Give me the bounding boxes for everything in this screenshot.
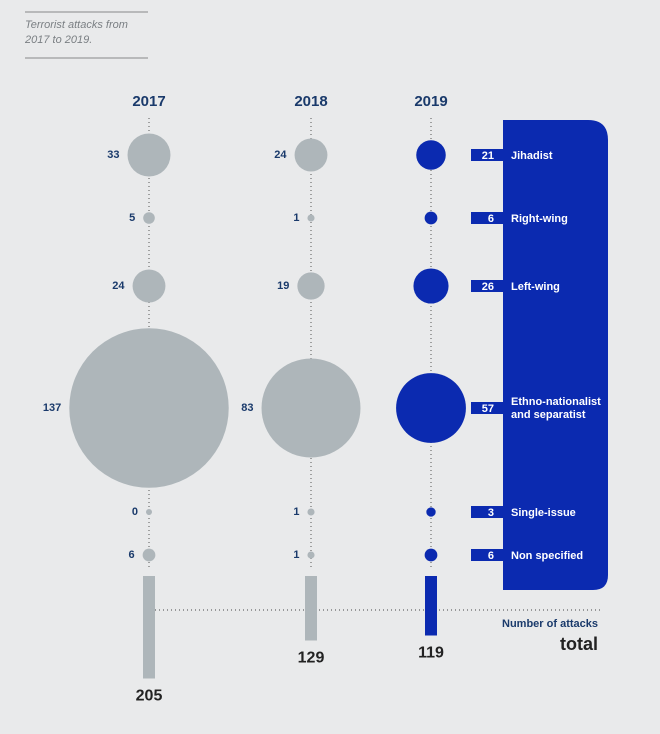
bubble [297,272,325,300]
value-label: 3 [488,507,494,519]
category-wrap: Right-wing [511,204,611,234]
category-label: Jihadist [511,149,553,162]
category-label: Ethno-nationalist and separatist [511,396,601,421]
category-panel [503,120,608,590]
value-label: 24 [112,280,125,292]
value-label: 19 [277,280,289,292]
value-label: 1 [293,506,299,518]
year-label: 2019 [414,93,447,110]
value-label: 57 [482,403,494,415]
value-label: 6 [488,550,494,562]
title-box: Terrorist attacks from 2017 to 2019. [25,19,128,46]
category-wrap: Ethno-nationalist and separatist [511,394,611,424]
bubble [307,214,315,222]
category-label: Left-wing [511,280,560,293]
category-box: Ethno-nationalist and separatist [511,394,611,424]
value-tab [471,149,503,161]
category-label: Single-issue [511,506,576,519]
category-box: Single-issue [511,498,611,528]
value-label: 83 [241,402,253,414]
value-tab [471,549,503,561]
total-value: 205 [136,688,163,705]
value-label: 24 [274,149,287,161]
total-bar [143,576,155,679]
bubble [132,269,166,303]
value-label: 6 [488,213,494,225]
value-tab [471,280,503,292]
value-label: 137 [43,402,61,414]
bubble [307,508,315,516]
category-box: Left-wing [511,272,611,302]
value-label: 0 [132,506,138,518]
total-value: 119 [418,645,444,662]
year-label: 2017 [132,93,165,110]
value-label: 21 [482,150,494,162]
value-label: 1 [293,549,299,561]
bubble [424,211,438,225]
total-value: 129 [298,650,325,667]
bubble [127,133,171,177]
bubble [426,507,436,517]
category-wrap: Jihadist [511,141,611,171]
category-label: Right-wing [511,212,568,225]
category-wrap: Left-wing [511,272,611,302]
year-label: 2018 [294,93,327,110]
value-label: 6 [129,549,135,561]
category-wrap: Non specified [511,541,611,571]
value-label: 1 [293,212,299,224]
bubble [413,268,449,304]
total-label: Number of attacks [502,618,598,630]
category-box: Non specified [511,541,611,571]
bubble [146,509,152,515]
value-label: 26 [482,281,494,293]
chart-title: Terrorist attacks from 2017 to 2019. [25,19,128,46]
value-tab [471,402,503,414]
category-wrap: Single-issue [511,498,611,528]
total-bar [425,576,437,636]
value-tab [471,506,503,518]
value-label: 33 [107,149,119,161]
bubble [396,373,466,443]
value-tab [471,212,503,224]
bubble [143,212,155,224]
bubble [142,548,156,562]
total-caption: total [560,634,598,654]
bubble [69,328,229,488]
category-box: Right-wing [511,204,611,234]
bubble [416,140,446,170]
bubble [294,138,328,172]
category-label: Non specified [511,549,584,562]
bubble [424,548,438,562]
total-bar [305,576,317,641]
value-label: 5 [129,212,135,224]
category-box: Jihadist [511,141,611,171]
bubble [307,551,315,559]
bubble [261,358,361,458]
